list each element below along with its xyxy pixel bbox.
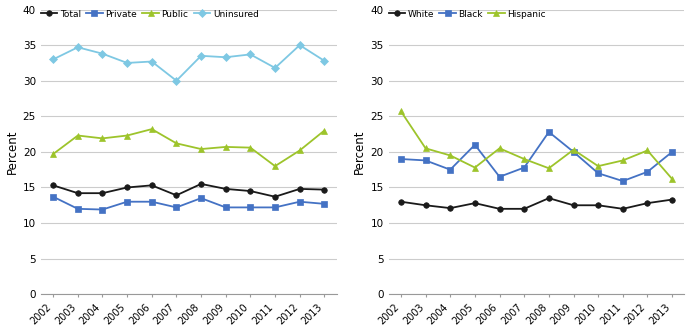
Hispanic [619, 158, 627, 162]
Line: Hispanic: Hispanic [398, 109, 675, 182]
Uninsured [74, 45, 82, 49]
Private [172, 206, 181, 209]
Public [99, 136, 107, 140]
Total [148, 183, 156, 187]
Hispanic [471, 166, 479, 170]
Total [320, 188, 328, 192]
White [495, 207, 504, 211]
White [520, 207, 529, 211]
Private [49, 195, 57, 199]
Private [295, 200, 304, 204]
Public [197, 147, 205, 151]
Hispanic [544, 166, 553, 170]
Total [123, 186, 131, 190]
Private [148, 200, 156, 204]
Hispanic [397, 109, 405, 113]
Black [668, 150, 676, 154]
Uninsured [271, 66, 279, 70]
Black [594, 171, 602, 175]
Uninsured [148, 59, 156, 63]
Private [221, 206, 230, 209]
Line: White: White [398, 195, 675, 211]
Private [320, 202, 328, 206]
Uninsured [99, 52, 107, 56]
Private [99, 208, 107, 211]
Public [271, 164, 279, 168]
Public [49, 152, 57, 156]
Black [422, 158, 430, 162]
Uninsured [295, 43, 304, 47]
Total [172, 193, 181, 197]
Public [148, 127, 156, 131]
Private [74, 207, 82, 211]
Public [123, 133, 131, 137]
Public [172, 141, 181, 145]
Total [99, 191, 107, 195]
Public [74, 133, 82, 137]
Hispanic [446, 153, 455, 157]
Line: Private: Private [50, 194, 327, 212]
White [544, 196, 553, 200]
Line: Black: Black [398, 129, 675, 184]
White [619, 207, 627, 211]
Public [320, 128, 328, 132]
Legend: White, Black, Hispanic: White, Black, Hispanic [388, 10, 546, 19]
Black [495, 175, 504, 179]
Black [544, 130, 553, 134]
Uninsured [123, 61, 131, 65]
Hispanic [643, 148, 651, 152]
Public [221, 145, 230, 149]
Total [246, 189, 255, 193]
Private [246, 206, 255, 209]
Hispanic [422, 146, 430, 150]
White [569, 203, 578, 207]
White [668, 198, 676, 202]
Public [295, 148, 304, 152]
Black [643, 170, 651, 174]
Y-axis label: Percent: Percent [353, 129, 366, 174]
Black [569, 150, 578, 154]
Uninsured [49, 57, 57, 61]
Black [520, 166, 529, 170]
Black [446, 168, 455, 172]
Uninsured [320, 59, 328, 63]
Line: Public: Public [50, 126, 327, 169]
Line: Uninsured: Uninsured [50, 42, 327, 84]
White [471, 201, 479, 205]
White [643, 201, 651, 205]
Private [271, 206, 279, 209]
Hispanic [520, 157, 529, 161]
Total [197, 182, 205, 186]
Y-axis label: Percent: Percent [6, 129, 19, 174]
Black [397, 157, 405, 161]
Total [295, 187, 304, 191]
Hispanic [668, 177, 676, 181]
Black [471, 143, 479, 147]
Hispanic [569, 148, 578, 152]
Total [271, 195, 279, 199]
Total [49, 183, 57, 187]
Total [221, 187, 230, 191]
Uninsured [246, 52, 255, 56]
Uninsured [221, 55, 230, 59]
Hispanic [495, 146, 504, 150]
White [397, 200, 405, 204]
White [422, 203, 430, 207]
Uninsured [172, 79, 181, 83]
Total [74, 191, 82, 195]
Line: Total: Total [50, 181, 327, 200]
Private [197, 196, 205, 200]
White [594, 203, 602, 207]
Black [619, 179, 627, 183]
Private [123, 200, 131, 204]
Hispanic [594, 164, 602, 168]
White [446, 206, 455, 210]
Legend: Total, Private, Public, Uninsured: Total, Private, Public, Uninsured [41, 10, 259, 19]
Public [246, 146, 255, 150]
Uninsured [197, 54, 205, 58]
